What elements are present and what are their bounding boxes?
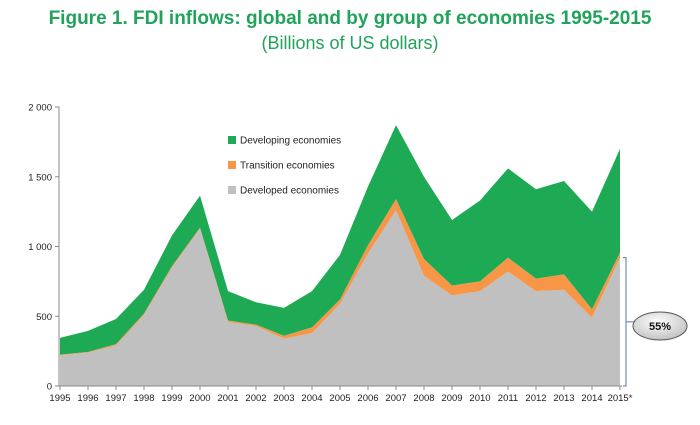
annotation-badge	[632, 311, 688, 341]
x-tick-label: 1995	[49, 393, 70, 404]
legend-label: Developing economies	[240, 136, 341, 147]
x-tick-label: 2001	[217, 393, 238, 404]
x-tick-label: 2009	[441, 393, 462, 404]
y-tick-label: 1 000	[28, 242, 52, 253]
legend-swatch	[228, 186, 236, 194]
x-tick-label: 2013	[553, 393, 574, 404]
x-tick-label: 1999	[161, 393, 182, 404]
x-tick-label: 1996	[77, 393, 98, 404]
chart-subtitle: (Billions of US dollars)	[261, 33, 439, 53]
legend-label: Transition economies	[240, 161, 335, 172]
legend-label: Developed economies	[240, 186, 339, 197]
x-tick-label: 1998	[133, 393, 154, 404]
x-tick-label: 2005	[329, 393, 350, 404]
legend-swatch	[228, 161, 236, 169]
x-tick-label: 2004	[301, 393, 322, 404]
chart-title: Figure 1. FDI inflows: global and by gro…	[48, 8, 652, 29]
x-tick-label: 2011	[498, 393, 518, 404]
x-tick-label: 2007	[385, 393, 406, 404]
y-tick-label: 0	[47, 382, 52, 393]
annotation-bracket	[623, 257, 627, 387]
x-tick-label: 2008	[413, 393, 434, 404]
x-tick-label: 2012	[525, 393, 546, 404]
y-tick-label: 500	[36, 312, 52, 323]
title-block: Figure 1. FDI inflows: global and by gro…	[0, 8, 700, 54]
x-tick-label: 2000	[189, 393, 210, 404]
x-tick-label: 2015*	[608, 393, 633, 404]
area-developed-economies	[60, 210, 620, 386]
y-tick-label: 2 000	[28, 103, 52, 114]
annotation-label: 55%	[649, 321, 671, 333]
x-tick-label: 1997	[105, 393, 126, 404]
legend-swatch	[228, 136, 236, 144]
x-tick-label: 2010	[469, 393, 490, 404]
x-tick-label: 2014	[581, 393, 602, 404]
x-tick-label: 2006	[357, 393, 378, 404]
x-tick-label: 2002	[245, 393, 266, 404]
y-tick-label: 1 500	[28, 172, 52, 183]
area-developing-economies	[60, 125, 620, 355]
x-tick-label: 2003	[273, 393, 294, 404]
